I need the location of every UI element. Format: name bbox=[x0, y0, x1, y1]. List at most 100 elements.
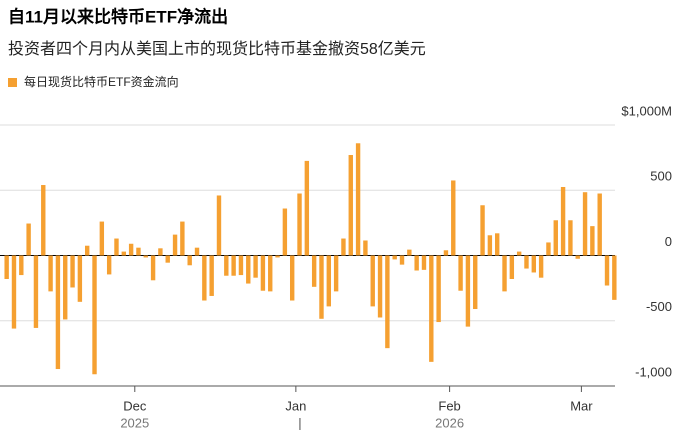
bar bbox=[158, 248, 163, 256]
bar bbox=[70, 255, 75, 288]
bar bbox=[19, 255, 24, 276]
bar bbox=[275, 255, 280, 258]
bar bbox=[187, 255, 192, 266]
bar bbox=[55, 255, 61, 370]
y-tick-label: $1,000M bbox=[621, 103, 672, 118]
bar bbox=[487, 235, 493, 256]
bar bbox=[282, 208, 288, 256]
bar bbox=[253, 255, 258, 278]
bar bbox=[268, 255, 273, 292]
bar bbox=[451, 180, 456, 256]
bar bbox=[326, 255, 332, 307]
legend-swatch bbox=[8, 78, 17, 87]
bar bbox=[370, 255, 375, 307]
bar bbox=[194, 247, 200, 256]
bar bbox=[180, 221, 185, 256]
x-tick-label: Dec bbox=[123, 398, 147, 413]
x-tick-label: Jan bbox=[285, 398, 306, 413]
bar bbox=[465, 255, 471, 327]
bar bbox=[341, 238, 346, 256]
bar bbox=[297, 193, 302, 256]
bar bbox=[231, 255, 236, 276]
legend-label: 每日现货比特币ETF资金流向 bbox=[24, 74, 179, 89]
bar bbox=[172, 234, 178, 256]
bar bbox=[385, 255, 390, 349]
year-separator: | bbox=[298, 415, 301, 430]
bar bbox=[106, 255, 112, 275]
bar bbox=[502, 255, 507, 292]
bar bbox=[546, 242, 551, 256]
bar bbox=[443, 250, 449, 256]
bar bbox=[319, 255, 324, 319]
bar bbox=[494, 233, 500, 256]
bar bbox=[311, 255, 317, 287]
bar bbox=[99, 221, 105, 256]
bar bbox=[524, 255, 529, 269]
bar bbox=[421, 255, 427, 270]
bar bbox=[216, 195, 222, 256]
bar bbox=[304, 160, 310, 256]
bar bbox=[77, 255, 83, 302]
bar bbox=[224, 255, 229, 276]
bar bbox=[48, 255, 53, 292]
bar bbox=[590, 226, 595, 256]
bar bbox=[136, 247, 141, 256]
x-tick-label: Feb bbox=[438, 398, 460, 413]
chart-subtitle: 投资者四个月内从美国上市的现货比特币基金撤资58亿美元 bbox=[8, 40, 426, 58]
y-tick-label: 0 bbox=[665, 234, 672, 249]
bar bbox=[538, 255, 544, 278]
bar bbox=[436, 255, 441, 323]
bar bbox=[473, 255, 478, 310]
bar bbox=[597, 193, 602, 256]
bar bbox=[33, 255, 39, 328]
bar bbox=[348, 155, 353, 256]
bar bbox=[377, 255, 383, 318]
year-label: 2025 bbox=[120, 415, 149, 430]
bar bbox=[553, 220, 558, 256]
bar bbox=[568, 220, 573, 256]
bar bbox=[121, 251, 127, 256]
bar bbox=[238, 255, 244, 276]
bar bbox=[414, 255, 419, 271]
bar bbox=[202, 255, 207, 301]
bar bbox=[41, 185, 46, 256]
bar bbox=[604, 255, 610, 286]
bar bbox=[582, 192, 588, 256]
bar bbox=[150, 255, 156, 281]
bar bbox=[333, 255, 339, 292]
bar bbox=[429, 255, 434, 362]
bar bbox=[392, 255, 397, 260]
bar bbox=[246, 255, 251, 284]
bar bbox=[289, 255, 295, 301]
bar bbox=[399, 255, 405, 265]
bar bbox=[165, 255, 170, 263]
bar bbox=[407, 249, 412, 256]
bar bbox=[114, 238, 119, 256]
bar bbox=[84, 245, 90, 256]
bar bbox=[92, 255, 97, 375]
bar bbox=[531, 255, 537, 273]
bar bbox=[260, 255, 266, 291]
bar bbox=[516, 251, 522, 256]
bar bbox=[128, 243, 134, 256]
bar bbox=[363, 240, 368, 256]
bar bbox=[575, 255, 580, 259]
bar bbox=[11, 255, 17, 329]
bar bbox=[26, 223, 31, 256]
bar bbox=[355, 143, 361, 256]
chart-title: 自11月以来比特币ETF净流出 bbox=[8, 6, 228, 26]
year-label: 2026 bbox=[435, 415, 464, 430]
bar bbox=[209, 255, 214, 296]
bar bbox=[458, 255, 463, 291]
y-tick-label: -1,000 bbox=[635, 364, 672, 379]
bar bbox=[560, 186, 566, 256]
y-tick-label: -500 bbox=[646, 299, 672, 314]
bar bbox=[4, 255, 9, 279]
bar bbox=[480, 205, 485, 256]
bar bbox=[509, 255, 515, 279]
bar bbox=[63, 255, 68, 320]
x-tick-label: Mar bbox=[570, 398, 593, 413]
bar bbox=[143, 255, 148, 258]
y-tick-label: 500 bbox=[650, 169, 672, 184]
